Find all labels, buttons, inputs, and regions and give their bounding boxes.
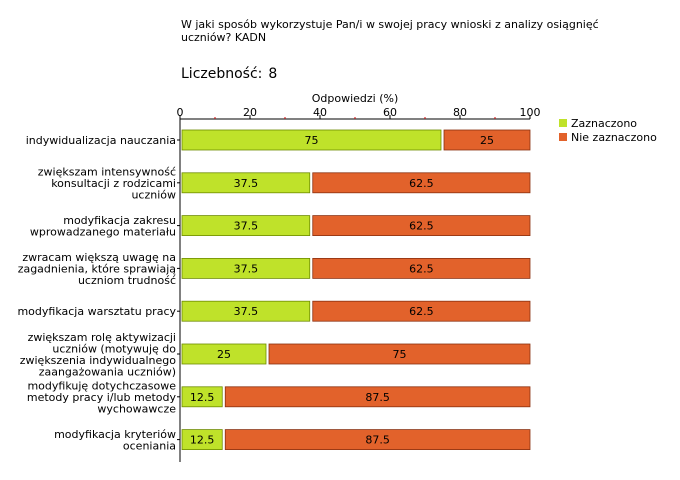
bar-value-selected: 37.5 (234, 305, 259, 318)
bar-value-not-selected: 62.5 (409, 305, 434, 318)
bar-not-selected (268, 343, 531, 365)
bar-not-selected (312, 257, 531, 279)
bar-value-not-selected: 87.5 (365, 391, 390, 404)
category-label: modyfikuję dotychczasowe metody pracy i/l… (27, 379, 177, 415)
legend-swatch-selected (559, 119, 567, 127)
bar-selected (181, 429, 223, 451)
x-tick-label: 60 (383, 106, 397, 119)
category-label: modyfikacja warsztatu pracy (17, 305, 176, 318)
bar-value-not-selected: 62.5 (409, 262, 434, 275)
category-label: zwracam większą uwagę na zagadnienia, któ… (18, 251, 177, 287)
bar-value-selected: 37.5 (234, 262, 259, 275)
category-label: modyfikacja kryteriów oceniania (54, 428, 176, 453)
bar-not-selected (224, 386, 531, 408)
legend-item-selected: Zaznaczono (559, 116, 657, 130)
bar-selected (181, 215, 311, 237)
x-tick-label: 0 (177, 106, 184, 119)
bar-value-not-selected: 62.5 (409, 220, 434, 233)
chart-title: W jaki sposób wykorzystuje Pan/i w swoje… (181, 18, 599, 44)
bar-selected (181, 300, 311, 322)
bar-value-not-selected: 75 (393, 348, 407, 361)
bar-not-selected (312, 172, 531, 194)
bar-value-not-selected: 25 (480, 134, 494, 147)
bar-not-selected (312, 300, 531, 322)
legend-item-not-selected: Nie zaznaczono (559, 130, 657, 144)
legend: Zaznaczono Nie zaznaczono (559, 116, 657, 144)
bar-not-selected (443, 129, 531, 151)
bar-value-selected: 12.5 (190, 391, 215, 404)
x-tick-label: 40 (313, 106, 327, 119)
bar-value-selected: 25 (217, 348, 231, 361)
x-axis-label: Odpowiedzi (%) (312, 92, 399, 105)
bar-value-selected: 75 (305, 134, 319, 147)
legend-label-not-selected: Nie zaznaczono (571, 130, 657, 144)
bar-not-selected (312, 215, 531, 237)
sample-size: Liczebność: 8 (181, 66, 277, 82)
category-label: zwiększam intensywność konsultacji z rodz… (38, 165, 176, 201)
bar-value-selected: 37.5 (234, 220, 259, 233)
legend-label-selected: Zaznaczono (571, 116, 638, 130)
x-tick-label: 80 (453, 106, 467, 119)
x-tick-label: 100 (520, 106, 541, 119)
category-label: zwiększam rolę aktywizacji uczniów (motyw… (20, 331, 177, 379)
bar-selected (181, 257, 311, 279)
bar-selected (181, 343, 267, 365)
bar-value-not-selected: 62.5 (409, 177, 434, 190)
bar-not-selected (224, 429, 531, 451)
sample-size-label: Liczebność: (181, 66, 263, 82)
bar-selected (181, 129, 442, 151)
category-label: modyfikacja zakresu wprowadzanego materia… (30, 214, 176, 239)
bar-selected (181, 386, 223, 408)
bar-selected (181, 172, 311, 194)
bar-value-selected: 37.5 (234, 177, 259, 190)
bar-value-not-selected: 87.5 (365, 434, 390, 447)
legend-swatch-not-selected (559, 133, 567, 141)
category-label: indywidualizacja nauczania (26, 134, 176, 147)
sample-size-value: 8 (268, 66, 278, 82)
bar-value-selected: 12.5 (190, 434, 215, 447)
x-tick-label: 20 (243, 106, 257, 119)
